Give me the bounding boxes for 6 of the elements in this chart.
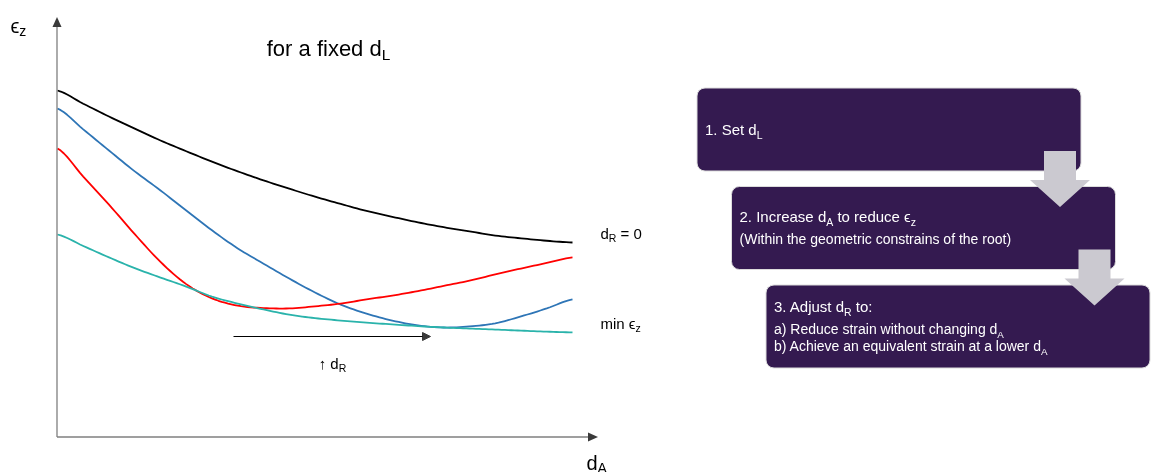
text: 3. Adjust d$_{R}$ to:	[774, 297, 873, 318]
text: 2. Increase d$_{A}$ to reduce ϵ$_{z}$	[739, 207, 916, 228]
text: (Within the geometric constrains of the root)	[739, 231, 1012, 248]
text: a) Reduce strain without changing d$_{A}$	[774, 321, 1005, 341]
text: b) Achieve an equivalent strain at a lower d$_{A}$	[774, 338, 1048, 358]
text: 1. Set d$_{L}$	[705, 120, 763, 141]
